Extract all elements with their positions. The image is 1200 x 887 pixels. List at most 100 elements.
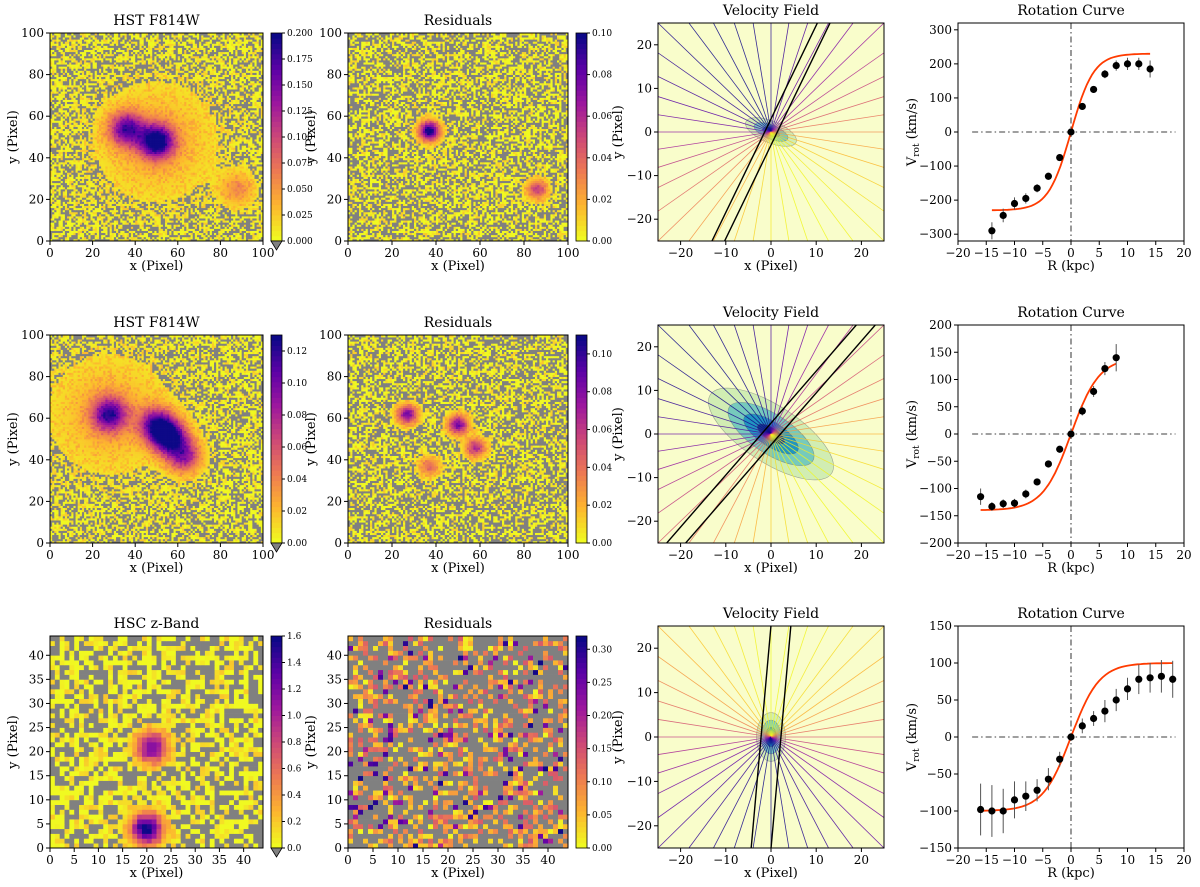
image-pixel [224, 203, 228, 206]
image-pixel [139, 195, 142, 198]
image-pixel [152, 230, 155, 234]
image-pixel [220, 232, 223, 236]
image-pixel [222, 226, 226, 229]
image-pixel [175, 211, 179, 215]
image-pixel [250, 180, 253, 184]
image-pixel [107, 145, 110, 148]
image-pixel [73, 230, 76, 234]
image-pixel [196, 205, 200, 209]
image-pixel [165, 139, 168, 142]
image-pixel [216, 178, 219, 182]
image-pixel [254, 149, 257, 152]
image-pixel [84, 209, 87, 213]
image-pixel [56, 228, 59, 231]
image-pixel [118, 197, 121, 200]
image-pixel [254, 224, 257, 227]
image-pixel [235, 203, 238, 206]
image-pixel [98, 147, 102, 150]
image-pixel [150, 222, 153, 225]
image-pixel [79, 141, 83, 144]
image-pixel [90, 186, 93, 190]
image-pixel [160, 236, 164, 240]
image-pixel [60, 149, 64, 152]
image-pixel [207, 170, 211, 173]
image-pixel [141, 157, 145, 161]
image-pixel [258, 143, 262, 146]
image-pixel [113, 176, 117, 179]
image-pixel [88, 228, 91, 231]
image-pixel [107, 213, 110, 217]
image-pixel [122, 155, 125, 159]
image-pixel [201, 234, 204, 238]
image-pixel [64, 238, 68, 242]
image-pixel [192, 153, 196, 157]
image-pixel [94, 216, 98, 219]
image-pixel [205, 209, 208, 213]
image-pixel [186, 159, 189, 163]
image-pixel [196, 218, 200, 221]
image-pixel [86, 143, 89, 146]
image-pixel [184, 145, 187, 148]
image-pixel [179, 164, 183, 167]
image-pixel [69, 189, 72, 192]
image-pixel [220, 155, 223, 159]
image-pixel [173, 143, 177, 146]
image-pixel [241, 184, 245, 188]
image-pixel [79, 137, 83, 140]
image-pixel [124, 207, 128, 211]
image-pixel [107, 170, 110, 173]
image-pixel [186, 220, 189, 223]
image-pixel [113, 161, 117, 165]
image-pixel [248, 153, 251, 157]
image-pixel [207, 153, 211, 157]
image-pixel [250, 168, 253, 171]
image-pixel [184, 141, 187, 144]
image-pixel [111, 170, 115, 173]
image-pixel [218, 147, 221, 150]
image-pixel [171, 159, 174, 163]
image-pixel [258, 168, 262, 171]
image-pixel [122, 139, 125, 142]
image-pixel [124, 222, 128, 225]
image-pixel [147, 236, 151, 240]
image-pixel [103, 220, 106, 223]
image-pixel [107, 176, 110, 179]
image-pixel [94, 137, 98, 140]
image-pixel [192, 191, 196, 194]
image-pixel [179, 195, 183, 198]
image-pixel [216, 220, 219, 223]
image-pixel [260, 151, 264, 154]
image-pixel [184, 143, 187, 146]
image-pixel [182, 153, 185, 157]
image-pixel [228, 161, 232, 165]
image-pixel [98, 197, 102, 200]
image-pixel [169, 218, 172, 221]
image-pixel [218, 203, 221, 206]
image-pixel [235, 238, 238, 242]
image-pixel [135, 222, 138, 225]
image-pixel [235, 207, 238, 211]
image-pixel [96, 161, 100, 165]
image-pixel [209, 153, 213, 157]
image-pixel [201, 230, 204, 234]
image-pixel [96, 178, 100, 182]
image-pixel [67, 168, 70, 171]
image-pixel [203, 145, 206, 148]
image-pixel [124, 157, 128, 161]
image-pixel [152, 228, 155, 231]
image-pixel [109, 205, 113, 209]
image-pixel [107, 155, 110, 159]
image-pixel [54, 178, 57, 182]
image-pixel [186, 164, 189, 167]
image-pixel [199, 174, 202, 177]
image-pixel [141, 238, 145, 242]
image-pixel [116, 205, 119, 209]
image-pixel [109, 172, 113, 175]
image-pixel [241, 222, 245, 225]
image-pixel [64, 149, 68, 152]
image-pixel [154, 155, 157, 159]
image-pixel [203, 157, 206, 161]
image-pixel [77, 197, 81, 200]
image-pixel [175, 145, 179, 148]
image-pixel [222, 170, 226, 173]
